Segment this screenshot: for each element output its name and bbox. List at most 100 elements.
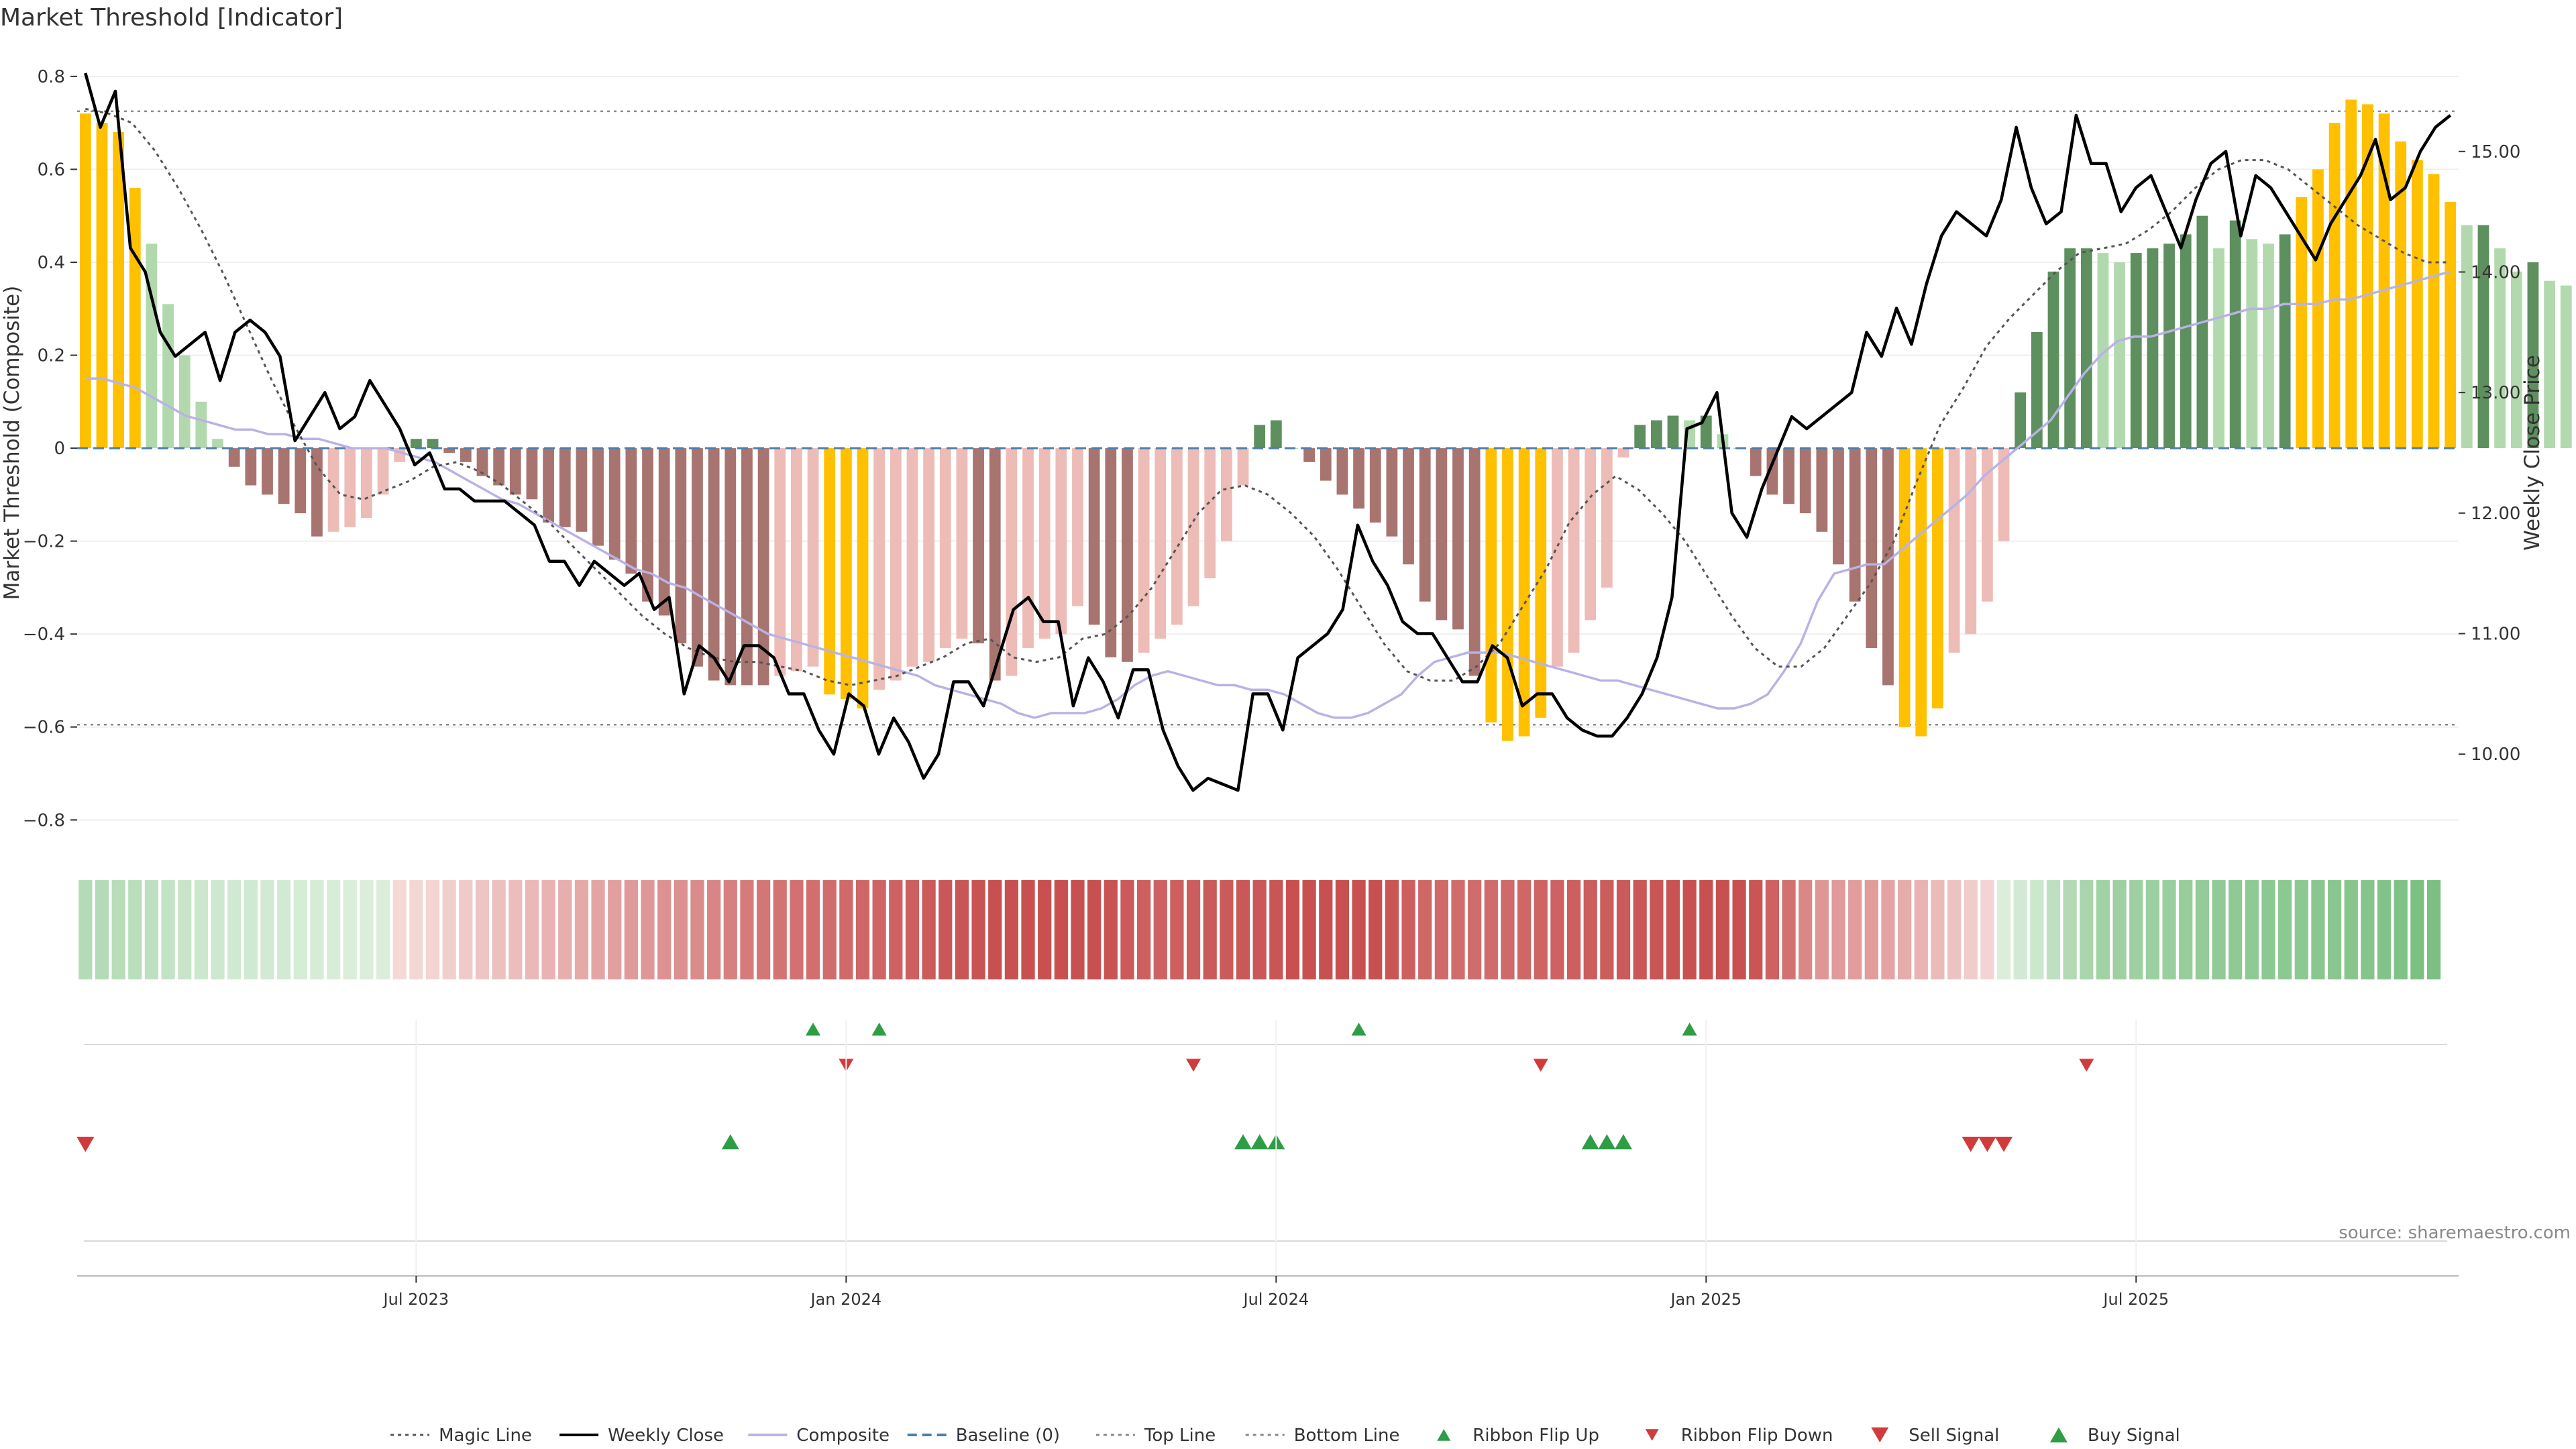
- composite-bar: [262, 448, 273, 495]
- ribbon-cell: [2195, 880, 2209, 979]
- legend-label: Top Line: [1144, 1426, 1216, 1446]
- composite-bar: [1617, 448, 1629, 458]
- ribbon-cell: [1765, 880, 1780, 979]
- composite-bar: [873, 448, 885, 690]
- ribbon-flip-up-marker: [1351, 1022, 1366, 1036]
- left-axis: 0.8 0.6 0.4 0.2 0 −0.2 −0.4 −0.6 −0.8: [23, 67, 77, 830]
- composite-bar: [1948, 448, 1960, 653]
- ribbon-cell: [2361, 880, 2375, 979]
- ribbon-cell: [227, 880, 241, 979]
- composite-bar: [294, 448, 307, 514]
- composite-bar: [1849, 448, 1861, 602]
- composite-bar: [1700, 415, 1712, 449]
- composite-bar: [493, 448, 505, 486]
- ribbon-cell: [541, 880, 555, 979]
- left-tick-label: 0.8: [38, 67, 65, 87]
- composite-bar: [245, 448, 257, 486]
- composite-bar: [212, 439, 223, 449]
- composite-bar: [1088, 448, 1100, 625]
- ribbon-cell: [641, 880, 655, 979]
- sell-signal-marker: [1962, 1136, 1980, 1152]
- ribbon-cell: [2212, 880, 2226, 979]
- ribbon-cell: [1252, 880, 1267, 979]
- ribbon-cell: [1071, 880, 1085, 979]
- sell-signal-marker: [76, 1136, 95, 1152]
- composite-bar: [1353, 448, 1364, 509]
- composite-bar: [692, 448, 703, 667]
- ribbon-cell: [1749, 880, 1763, 979]
- ribbon-cell: [1931, 880, 1945, 979]
- composite-bar: [1601, 448, 1613, 588]
- sell-signal-marker: [1978, 1136, 1996, 1152]
- composite-bar: [608, 448, 621, 560]
- composite-bar: [2114, 262, 2125, 449]
- composite-bar: [2445, 201, 2457, 449]
- composite-bar: [1038, 448, 1051, 639]
- ribbon-cell: [2377, 880, 2392, 979]
- ribbon-cell: [1650, 880, 1664, 979]
- ribbon-cell: [310, 880, 324, 979]
- composite-bar: [956, 448, 968, 639]
- ribbon-cell: [1715, 880, 1730, 979]
- composite-bar: [1187, 448, 1199, 606]
- composite-bar: [2196, 215, 2208, 449]
- composite-bar: [146, 244, 158, 449]
- composite-bar: [1552, 448, 1563, 667]
- ribbon-cell: [2410, 880, 2424, 979]
- composite-bar: [1171, 448, 1183, 625]
- ribbon-cell: [376, 880, 390, 979]
- legend-item: Weekly Close: [559, 1426, 724, 1446]
- ribbon-cell: [2063, 880, 2077, 979]
- ribbon-cell: [1021, 880, 1035, 979]
- ribbon-cell: [78, 880, 93, 979]
- composite-bar: [807, 448, 819, 667]
- composite-bar: [1468, 448, 1481, 676]
- ribbon-cell: [1385, 880, 1399, 979]
- composite-line: [85, 270, 2451, 719]
- ribbon-cell: [922, 880, 936, 979]
- ribbon-cell: [938, 880, 953, 979]
- composite-bar: [1502, 448, 1513, 741]
- composite-bar: [1585, 448, 1597, 621]
- ribbon-cell: [1864, 880, 1878, 979]
- ribbon-flip-up-marker: [1682, 1022, 1697, 1036]
- x-axis: Jul 2023 Jan 2024 Jul 2024 Jan 2025 Jul 2025: [77, 1020, 2459, 1309]
- legend-swatch: [2049, 1427, 2068, 1443]
- ribbon-cell: [1038, 880, 1052, 979]
- ribbon-cell: [1666, 880, 1680, 979]
- right-axis-label: Weekly Close Price: [2520, 355, 2544, 551]
- ribbon-cell: [1220, 880, 1234, 979]
- chart-title: Market Threshold [Indicator]: [0, 4, 343, 32]
- ribbon-cell: [1120, 880, 1134, 979]
- ribbon-cell: [293, 880, 307, 979]
- composite-bar: [1105, 448, 1117, 657]
- ribbon-cell: [1633, 880, 1647, 979]
- ribbon-cell: [1468, 880, 1482, 979]
- right-tick-label: 15.00: [2471, 142, 2520, 162]
- composite-bar: [2015, 392, 2027, 449]
- composite-bar: [1568, 448, 1580, 653]
- ribbon-cell: [442, 880, 456, 979]
- ribbon-cell: [1236, 880, 1250, 979]
- ribbon-cell: [409, 880, 423, 979]
- source-note: source: sharemaestro.com: [2339, 1223, 2571, 1243]
- ribbon-cell: [2294, 880, 2308, 979]
- composite-bar: [824, 448, 836, 695]
- composite-bar: [1336, 448, 1348, 495]
- composite-bar: [625, 448, 637, 574]
- legend-label: Bottom Line: [1294, 1426, 1400, 1446]
- legend-item: Buy Signal: [2049, 1426, 2180, 1446]
- composite-bar: [2263, 244, 2274, 449]
- composite-bar: [1866, 448, 1878, 648]
- left-tick-label: −0.2: [23, 532, 65, 552]
- composite-bar: [774, 448, 786, 676]
- ribbon-cell: [1104, 880, 1118, 979]
- composite-bar: [1237, 448, 1249, 486]
- ribbon-cell: [1947, 880, 1962, 979]
- legend-item: Bottom Line: [1245, 1426, 1400, 1446]
- composite-bar: [1898, 448, 1911, 727]
- composite-bar: [1535, 448, 1547, 718]
- composite-bar: [278, 448, 290, 504]
- composite-bar: [1650, 420, 1662, 449]
- legend-label: Ribbon Flip Up: [1472, 1426, 1599, 1446]
